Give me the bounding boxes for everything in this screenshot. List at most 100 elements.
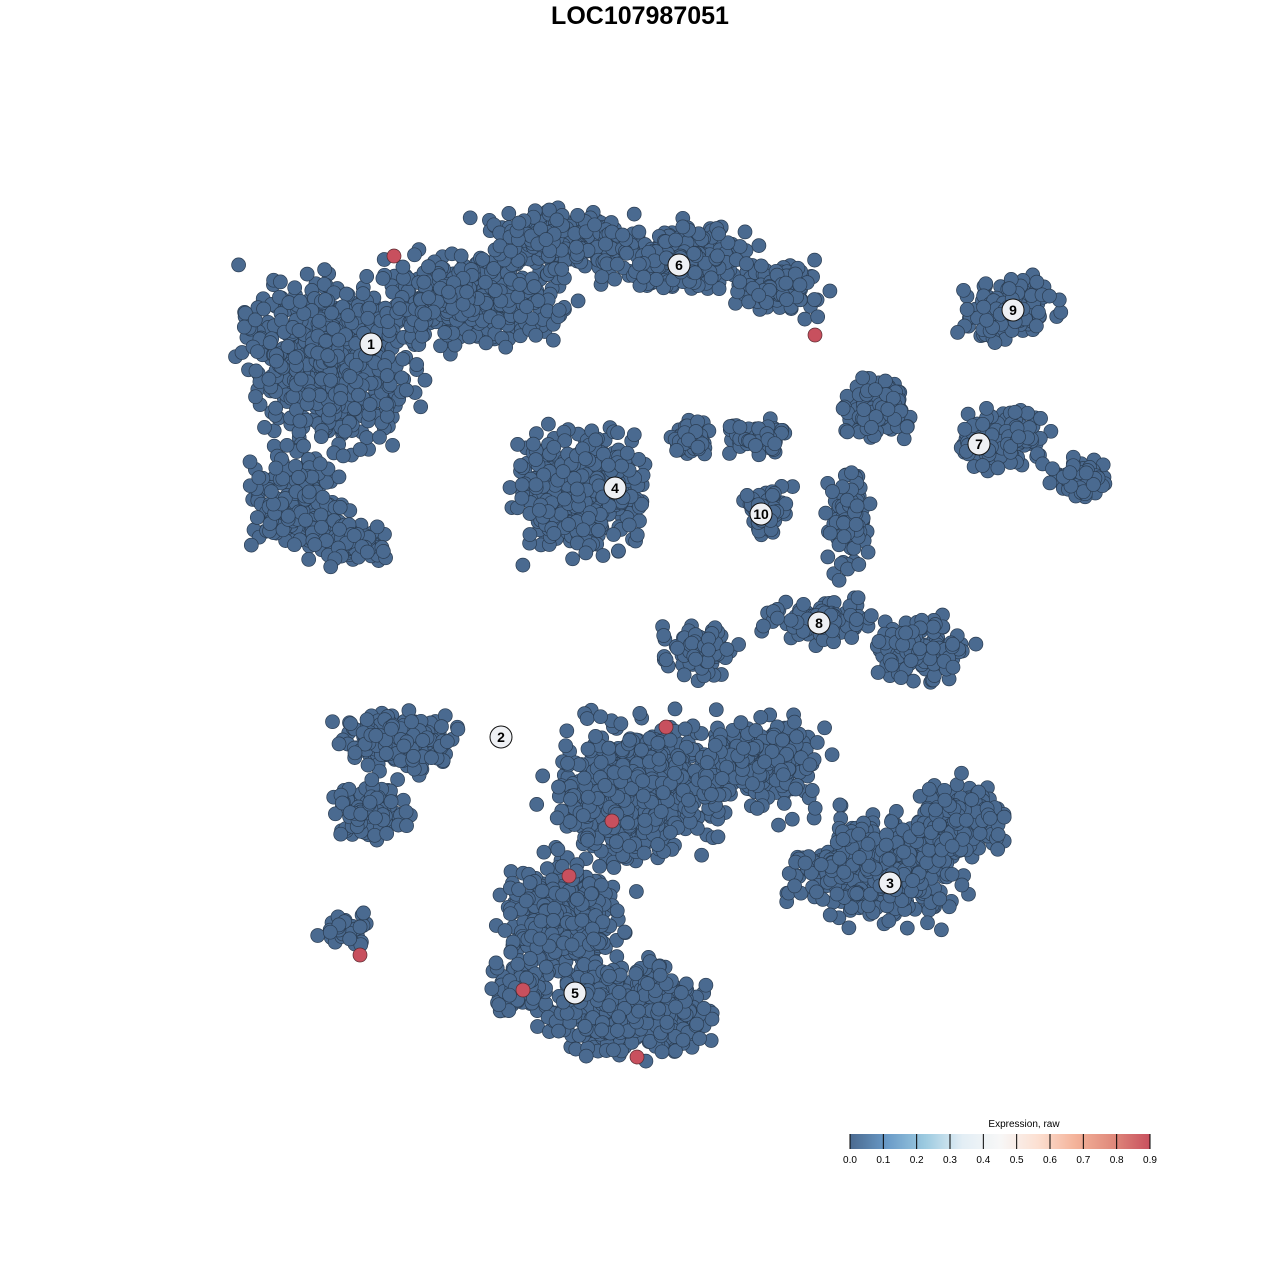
cell-point	[459, 284, 475, 300]
cell-point	[462, 210, 478, 226]
cell-point	[770, 610, 785, 626]
cell-point	[347, 745, 363, 761]
cell-point	[296, 306, 312, 321]
cell-point	[268, 460, 284, 476]
cell-point	[681, 792, 696, 808]
cell-point	[607, 271, 622, 287]
cell-point	[979, 400, 994, 416]
cell-point	[551, 779, 566, 795]
cell-point	[807, 252, 822, 268]
cell-point	[669, 443, 684, 458]
cell-point	[421, 259, 436, 274]
cell-point	[870, 665, 886, 680]
cell-point	[375, 271, 391, 286]
cell-point	[311, 313, 327, 329]
cell-point	[315, 489, 331, 505]
cell-point	[251, 470, 267, 486]
cell-point	[333, 391, 348, 406]
cell-point	[614, 458, 629, 474]
cell-point	[279, 437, 295, 453]
cell-point	[398, 382, 414, 398]
cell-point	[836, 529, 852, 545]
cell-point	[546, 526, 562, 541]
cell-point	[732, 419, 748, 435]
cell-point	[236, 319, 252, 335]
cell-point	[688, 651, 703, 667]
cell-point	[551, 302, 567, 318]
cell-point	[849, 498, 865, 514]
cell-point	[893, 670, 909, 686]
cell-point	[417, 306, 433, 322]
cell-point	[404, 714, 419, 730]
cell-point	[593, 754, 609, 770]
cell-point	[514, 477, 530, 493]
cell-point	[597, 778, 613, 793]
cell-point	[783, 612, 799, 628]
cell-point	[575, 808, 591, 824]
cell-point	[546, 439, 562, 455]
cell-point	[513, 458, 528, 473]
cell-point	[622, 732, 637, 748]
cell-point	[293, 371, 309, 387]
cell-point	[671, 751, 687, 766]
cell-point	[491, 314, 506, 330]
cell-point	[1053, 304, 1069, 320]
cell-point	[820, 549, 836, 565]
cell-point	[810, 309, 826, 325]
cell-point	[262, 335, 278, 350]
cell-point	[650, 837, 666, 852]
cell-point	[611, 543, 626, 559]
cell-point	[332, 500, 348, 515]
cell-point	[522, 527, 538, 542]
cell-point	[352, 442, 368, 457]
cell-point	[324, 305, 340, 321]
cell-point	[658, 652, 674, 668]
cell-point	[855, 370, 870, 386]
cell-point	[778, 275, 794, 291]
cell-point	[1078, 465, 1094, 481]
cell-point	[256, 301, 271, 317]
cell-point	[322, 402, 337, 418]
cell-point	[434, 719, 449, 734]
cell-point	[867, 382, 883, 398]
cell-point	[748, 438, 763, 453]
cell-point	[710, 829, 726, 845]
cell-point	[968, 636, 984, 652]
cell-point	[247, 312, 263, 328]
cell-point	[848, 517, 864, 532]
cell-point	[836, 515, 851, 531]
cell-point	[650, 735, 666, 751]
cell-point	[1007, 404, 1023, 420]
cell-point	[655, 785, 671, 801]
cell-point	[323, 372, 338, 388]
cell-point	[588, 432, 604, 448]
cell-point	[291, 323, 307, 338]
cell-point	[231, 257, 246, 273]
cell-point	[362, 397, 378, 412]
cell-point	[360, 310, 376, 326]
cell-point	[296, 438, 311, 454]
cell-point	[751, 287, 767, 303]
cell-point	[372, 429, 387, 445]
cell-point	[339, 286, 354, 302]
cell-point	[824, 747, 840, 763]
cell-point	[895, 637, 911, 653]
cell-point	[588, 729, 603, 744]
cell-point	[407, 247, 422, 263]
cell-point	[779, 292, 794, 307]
cell-point	[376, 544, 391, 559]
cell-point	[667, 765, 682, 781]
cell-point	[317, 262, 332, 277]
cell-point	[835, 401, 851, 416]
cell-point	[925, 640, 941, 656]
cell-point	[343, 716, 358, 731]
cell-point	[545, 332, 561, 348]
cell-point	[959, 302, 975, 317]
cell-point	[320, 348, 336, 363]
cell-point	[593, 709, 608, 725]
cell-point	[261, 371, 277, 387]
cell-point	[307, 537, 323, 552]
cell-point	[755, 618, 771, 634]
cell-point	[587, 217, 602, 233]
cell-point	[626, 427, 642, 443]
